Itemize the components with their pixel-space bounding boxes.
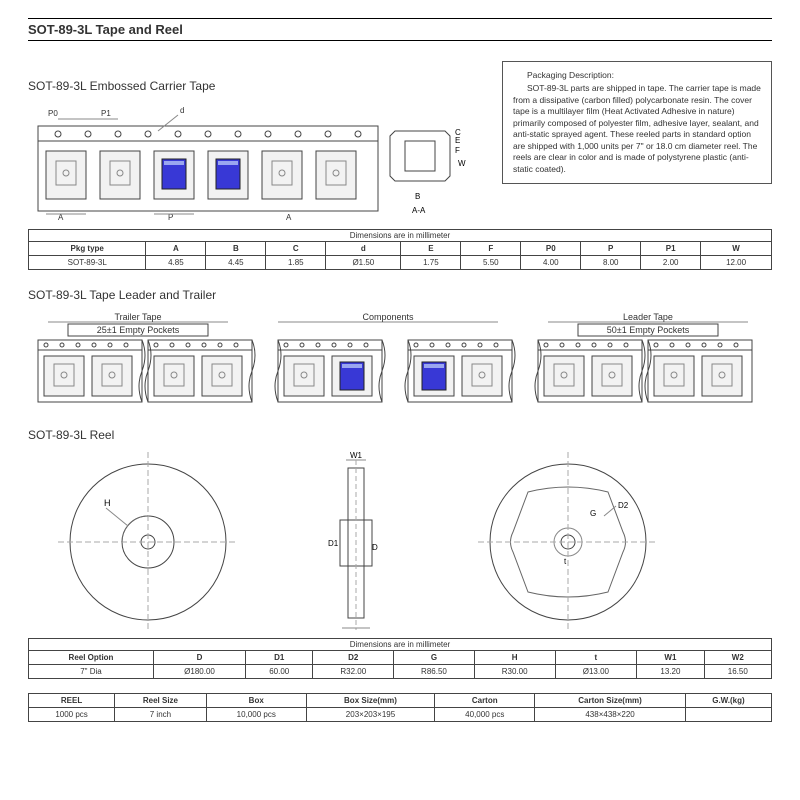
table-header-cell: REEL [29, 694, 115, 708]
table-cell: 40,000 pcs [435, 708, 535, 722]
table-cell: 203×203×195 [306, 708, 435, 722]
table-cell: 1.85 [266, 256, 326, 270]
packaging-description-box: Packaging Description: SOT-89-3L parts a… [502, 61, 772, 184]
table-cell: R30.00 [474, 665, 555, 679]
table-cell: 12.00 [701, 256, 772, 270]
svg-text:Leader Tape: Leader Tape [623, 312, 673, 322]
table-header-cell: G [394, 651, 475, 665]
leader-trailer-diagram: Trailer Tape 25±1 Empty Pockets Componen… [28, 310, 768, 410]
reel-table: Dimensions are in millimeter Reel Option… [28, 638, 772, 679]
table-header-cell: D2 [313, 651, 394, 665]
svg-text:F: F [455, 146, 460, 155]
table-cell: 5.50 [461, 256, 521, 270]
label-aa: A-A [412, 206, 426, 215]
section1-title: SOT-89-3L Embossed Carrier Tape [28, 79, 486, 93]
table-cell: 16.50 [704, 665, 771, 679]
table-cell: 4.85 [146, 256, 206, 270]
table-cell: SOT-89-3L [29, 256, 146, 270]
table-header-cell: P [581, 242, 641, 256]
table-cell: 60.00 [246, 665, 313, 679]
table-header-cell: d [326, 242, 401, 256]
rule-top [28, 18, 772, 19]
desc-body: SOT-89-3L parts are shipped in tape. The… [513, 83, 761, 175]
carrier-tape-diagram: P0 P1 d A P A C F E W B A-A [28, 101, 468, 221]
svg-text:G: G [590, 509, 596, 518]
table-cell: 438×438×220 [535, 708, 686, 722]
table-header-cell: Pkg type [29, 242, 146, 256]
table-cell: 1000 pcs [29, 708, 115, 722]
table-header-cell: D1 [246, 651, 313, 665]
table-header-cell: D [153, 651, 245, 665]
label-d: d [180, 106, 184, 115]
table-header-cell: W [701, 242, 772, 256]
table-cell: 7" Dia [29, 665, 154, 679]
table1-caption: Dimensions are in millimeter [28, 229, 772, 241]
table-cell: Ø13.00 [555, 665, 637, 679]
table-header-cell: C [266, 242, 326, 256]
table-header-cell: B [206, 242, 266, 256]
svg-text:D2: D2 [618, 501, 629, 510]
table-header-cell: A [146, 242, 206, 256]
svg-text:W: W [458, 159, 466, 168]
table-cell: 13.20 [637, 665, 704, 679]
label-a2: A [286, 213, 292, 221]
table-header-cell: P0 [521, 242, 581, 256]
section3-title: SOT-89-3L Reel [28, 428, 772, 442]
table-cell: R32.00 [313, 665, 394, 679]
svg-text:50±1 Empty Pockets: 50±1 Empty Pockets [607, 325, 690, 335]
table-header-cell: Box Size(mm) [306, 694, 435, 708]
table-header-cell: F [461, 242, 521, 256]
table3-caption: Dimensions are in millimeter [28, 638, 772, 650]
reel-diagram: H W1 D1 D W2 G D2 t [28, 450, 768, 630]
svg-text:E: E [455, 136, 460, 145]
table-header-cell: P1 [641, 242, 701, 256]
table-cell: 10,000 pcs [206, 708, 306, 722]
svg-text:D1: D1 [328, 539, 339, 548]
table-header-cell: H [474, 651, 555, 665]
table-header-cell: Reel Size [115, 694, 207, 708]
table-header-cell: E [401, 242, 461, 256]
table-header-cell: W1 [637, 651, 704, 665]
table-header-cell: W2 [704, 651, 771, 665]
table-cell: 4.00 [521, 256, 581, 270]
table-header-cell: Carton Size(mm) [535, 694, 686, 708]
svg-text:t: t [564, 557, 567, 566]
table-cell: R86.50 [394, 665, 475, 679]
table-cell: 7 inch [115, 708, 207, 722]
table-header-cell: Box [206, 694, 306, 708]
svg-text:D: D [372, 543, 378, 552]
svg-text:25±1 Empty Pockets: 25±1 Empty Pockets [97, 325, 180, 335]
table-cell: 2.00 [641, 256, 701, 270]
table-cell: 4.45 [206, 256, 266, 270]
svg-text:H: H [104, 498, 111, 508]
table-header-cell: G.W.(kg) [685, 694, 771, 708]
table-cell: 1.75 [401, 256, 461, 270]
table-cell [685, 708, 771, 722]
label-p0: P0 [48, 109, 58, 118]
svg-text:Trailer Tape: Trailer Tape [114, 312, 161, 322]
svg-text:Components: Components [362, 312, 414, 322]
table-cell: Ø1.50 [326, 256, 401, 270]
table-cell: Ø180.00 [153, 665, 245, 679]
table-header-cell: Reel Option [29, 651, 154, 665]
desc-title: Packaging Description: [513, 70, 761, 81]
table-cell: 8.00 [581, 256, 641, 270]
svg-text:B: B [415, 192, 420, 201]
carton-table: REELReel SizeBoxBox Size(mm)CartonCarton… [28, 693, 772, 722]
table-header-cell: t [555, 651, 637, 665]
section2-title: SOT-89-3L Tape Leader and Trailer [28, 288, 772, 302]
page-title: SOT-89-3L Tape and Reel [28, 22, 772, 41]
svg-text:W1: W1 [350, 451, 363, 460]
label-p1: P1 [101, 109, 111, 118]
table-header-cell: Carton [435, 694, 535, 708]
carrier-tape-table: Dimensions are in millimeter Pkg typeABC… [28, 229, 772, 270]
